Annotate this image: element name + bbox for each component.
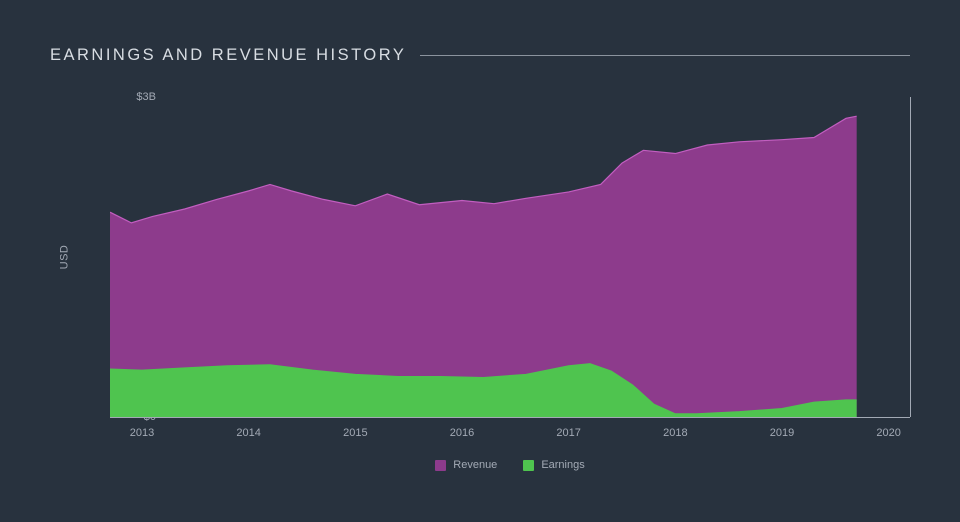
title-rule xyxy=(420,55,910,56)
x-tick-label: 2018 xyxy=(663,427,687,439)
legend-item-earnings: Earnings xyxy=(523,459,584,471)
x-tick-label: 2016 xyxy=(450,427,474,439)
legend-swatch xyxy=(523,460,534,471)
y-axis-line xyxy=(910,97,911,417)
title-row: EARNINGS AND REVENUE HISTORY xyxy=(50,46,910,65)
x-axis-line xyxy=(110,417,910,418)
x-tick-label: 2014 xyxy=(236,427,260,439)
x-tick-label: 2013 xyxy=(130,427,154,439)
y-axis-label: USD xyxy=(58,245,70,270)
legend-label: Revenue xyxy=(453,459,497,471)
legend: Revenue Earnings xyxy=(110,459,910,471)
chart-title: EARNINGS AND REVENUE HISTORY xyxy=(50,46,406,65)
x-tick-label: 2017 xyxy=(556,427,580,439)
legend-swatch xyxy=(435,460,446,471)
x-tick-label: 2015 xyxy=(343,427,367,439)
x-tick-label: 2020 xyxy=(876,427,900,439)
plot-area xyxy=(110,97,910,417)
legend-label: Earnings xyxy=(541,459,584,471)
chart-container: EARNINGS AND REVENUE HISTORY USD $0$3B 2… xyxy=(0,0,960,522)
x-tick-label: 2019 xyxy=(770,427,794,439)
legend-item-revenue: Revenue xyxy=(435,459,497,471)
